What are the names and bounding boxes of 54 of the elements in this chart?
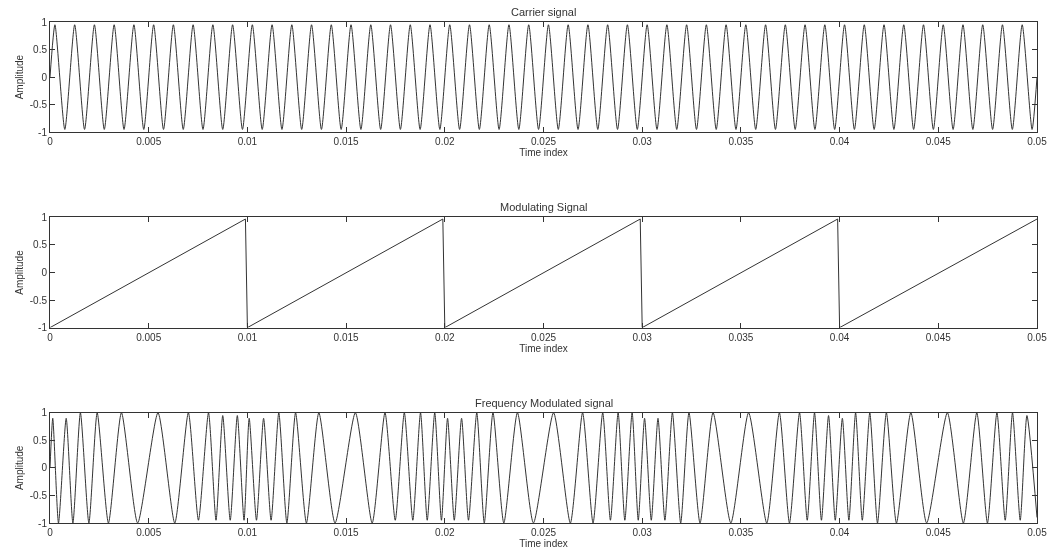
x-tick-label: 0.03 bbox=[632, 527, 653, 538]
y-tick-label: 0 bbox=[41, 71, 48, 83]
chart-title: Carrier signal bbox=[511, 6, 577, 18]
y-tick-label: 0.5 bbox=[33, 434, 48, 446]
x-tick-label: 0.045 bbox=[925, 527, 952, 538]
y-tick-label: -0.5 bbox=[29, 99, 48, 111]
y-tick-label: 1 bbox=[41, 16, 48, 28]
x-tick-label: 0.015 bbox=[333, 136, 360, 148]
x-tick-label: 0.03 bbox=[632, 331, 653, 343]
x-tick-label: 0.005 bbox=[136, 527, 162, 538]
chart-title: Frequency Modulated signal bbox=[475, 397, 614, 409]
x-tick-label: 0.02 bbox=[435, 136, 455, 148]
chart-title: Modulating Signal bbox=[500, 201, 588, 213]
x-tick-label: 0.005 bbox=[136, 331, 162, 343]
y-axis-title: Amplitude bbox=[13, 54, 25, 100]
x-axis-title: Time index bbox=[519, 342, 568, 354]
y-tick-label: -0.5 bbox=[29, 489, 48, 501]
x-tick-label: 0.045 bbox=[925, 136, 952, 148]
x-tick-label: 0.04 bbox=[829, 527, 850, 538]
x-tick-label: 0.03 bbox=[632, 136, 653, 148]
x-tick-label: 0.01 bbox=[237, 527, 258, 538]
y-tick-label: -1 bbox=[38, 126, 48, 138]
x-tick-label: 0.05 bbox=[1027, 136, 1048, 148]
y-tick-label: -0.5 bbox=[29, 294, 48, 306]
x-tick-label: 0.015 bbox=[333, 331, 360, 343]
x-axis-title: Time index bbox=[519, 538, 568, 549]
x-tick-label: 0.025 bbox=[530, 136, 557, 148]
x-tick-label: 0.025 bbox=[530, 527, 557, 538]
y-tick-label: 1 bbox=[41, 211, 48, 223]
y-tick-label: 1 bbox=[41, 407, 48, 419]
y-axis-title: Amplitude bbox=[13, 249, 25, 295]
x-tick-label: 0.02 bbox=[435, 331, 455, 343]
x-tick-label: 0.05 bbox=[1027, 527, 1048, 538]
x-tick-label: 0.025 bbox=[530, 331, 557, 343]
x-tick-label: 0.05 bbox=[1027, 331, 1048, 343]
x-axis-title: Time index bbox=[519, 147, 568, 159]
y-tick-label: 0 bbox=[41, 462, 48, 474]
y-tick-label: 0.5 bbox=[33, 239, 48, 251]
x-tick-label: 0.035 bbox=[728, 331, 754, 343]
x-tick-label: 0.035 bbox=[728, 136, 754, 148]
y-tick-label: -1 bbox=[38, 322, 48, 334]
x-tick-label: 0.015 bbox=[333, 527, 360, 538]
x-tick-label: 0.035 bbox=[728, 527, 754, 538]
x-tick-label: 0.005 bbox=[136, 136, 162, 148]
x-tick-label: 0.02 bbox=[435, 527, 455, 538]
y-tick-label: 0 bbox=[41, 267, 48, 278]
x-tick-label: 0.045 bbox=[925, 331, 952, 343]
x-tick-label: 0.01 bbox=[237, 136, 258, 148]
y-tick-label: 0.5 bbox=[33, 44, 48, 56]
x-tick-label: 0.04 bbox=[829, 331, 850, 343]
x-tick-label: 0.01 bbox=[237, 331, 258, 343]
y-axis-title: Amplitude bbox=[13, 445, 25, 491]
x-tick-label: 0.04 bbox=[829, 136, 850, 148]
y-tick-label: -1 bbox=[38, 517, 48, 529]
